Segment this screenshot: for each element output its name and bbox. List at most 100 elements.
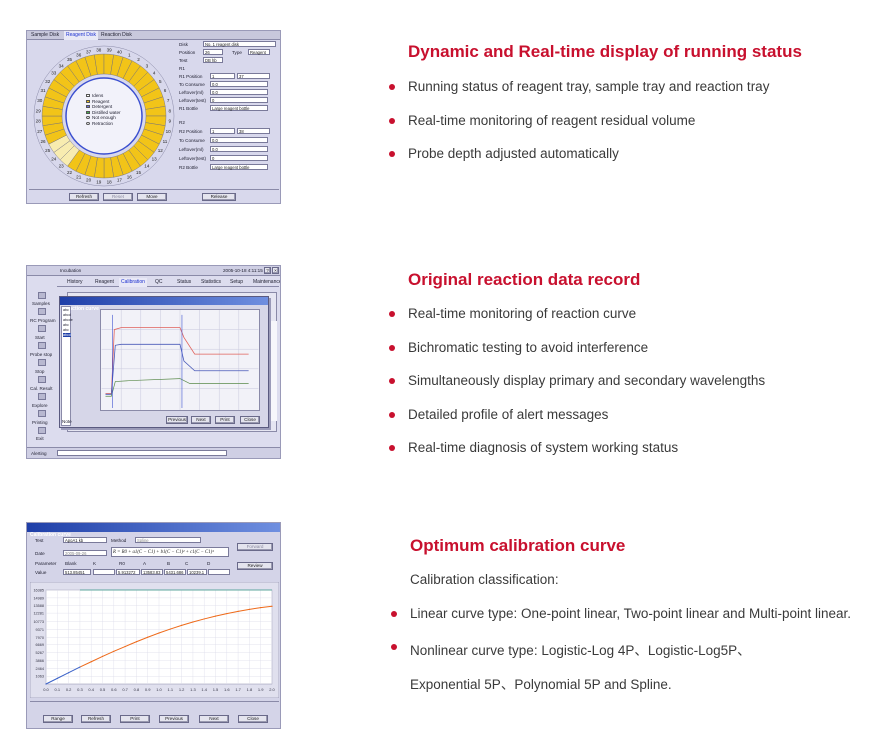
close-button[interactable]: Close: [240, 416, 260, 424]
reaction-curve-plot: [100, 309, 260, 411]
position-field[interactable]: 26: [203, 49, 223, 55]
disk-label: Disk: [179, 42, 188, 47]
r1-bottle-field[interactable]: Large reagent bottle: [210, 105, 268, 111]
help-icon[interactable]: ?: [264, 267, 271, 274]
bullet-text: Detailed profile of alert messages: [408, 406, 609, 422]
review-button[interactable]: Review: [237, 562, 273, 570]
curve-list-item[interactable]: abcde: [63, 318, 73, 322]
curve-list-item-selected[interactable]: abcd: [63, 333, 71, 337]
printing-icon[interactable]: [38, 410, 46, 417]
start-icon[interactable]: [38, 325, 46, 332]
samples-icon[interactable]: [38, 292, 46, 299]
r2-leftover-test-field[interactable]: 0: [210, 155, 268, 161]
datetime-display: 2005-10-18 4:11:15 PM: [223, 268, 271, 273]
forward-button[interactable]: Forward: [237, 543, 273, 551]
side-label-probe-stop: Probe stop: [30, 352, 53, 357]
r0-value: 5.913272: [116, 569, 140, 575]
calibration-point: [147, 636, 149, 638]
tab-qc[interactable]: QC: [155, 279, 163, 285]
exit-icon[interactable]: [38, 427, 46, 434]
previous-button[interactable]: Previous: [159, 715, 189, 723]
tab-statistics[interactable]: Statistics: [201, 279, 222, 285]
x-tick-label: 1.7: [235, 687, 241, 692]
r1-position-b-field[interactable]: 37: [237, 73, 270, 79]
bullet-text: Probe depth adjusted automatically: [408, 146, 619, 161]
tab-reaction-disk[interactable]: Reaction Disk: [101, 32, 132, 38]
y-tick-label: 3866: [36, 659, 44, 663]
close-icon[interactable]: ×: [272, 267, 279, 274]
legend-label: Reagent: [92, 98, 110, 104]
y-tick-label: 13588: [33, 604, 44, 608]
leftover-test-field[interactable]: 0: [210, 97, 268, 103]
next-button[interactable]: Next: [191, 416, 211, 424]
tab-maintenance[interactable]: Maintenance: [253, 279, 281, 285]
tray-number: 9: [169, 119, 172, 124]
calibration-point: [169, 628, 171, 630]
r2-to-consume-field[interactable]: 0.0: [210, 137, 268, 143]
calibration-point: [226, 612, 228, 615]
curve-list-item[interactable]: abc: [63, 308, 69, 312]
to-consume-field[interactable]: 0.0: [210, 81, 268, 87]
x-tick-labels: 0.0 0.1 0.2 0.3 0.4 0.5 0.6 0.7 0.8 0.9 1.0 1.1 1.2 1…: [43, 687, 275, 692]
r2-leftover-test-label: Leftover(test): [179, 156, 207, 161]
tab-reagent[interactable]: Reagent: [95, 279, 114, 285]
r2-leftover-ml-field[interactable]: 0.0: [210, 146, 268, 152]
test-field[interactable]: DB hb: [203, 57, 223, 63]
tab-status[interactable]: Status: [177, 279, 192, 285]
range-button[interactable]: Range: [43, 715, 73, 723]
tray-slot[interactable]: [75, 56, 92, 79]
date-field[interactable]: 2005-09-26: [63, 550, 107, 556]
test-select[interactable]: ApoA1 kb: [63, 537, 107, 543]
tray-number: 37: [86, 49, 92, 54]
release-button[interactable]: Release: [202, 193, 236, 201]
legend-item: Detergent: [86, 104, 132, 110]
tray-number: 5: [159, 79, 162, 84]
r2-position-label: R2 Position: [179, 129, 203, 134]
tray-number: 19: [96, 179, 102, 184]
disk-select[interactable]: No. 1 reagent disk: [203, 41, 276, 47]
r1-position-field[interactable]: 1: [210, 73, 235, 79]
tray-number: 40: [117, 49, 123, 54]
secondary-wavelength-curve: [105, 343, 249, 395]
refresh-button[interactable]: Refresh: [69, 193, 99, 201]
calibration-point: [181, 624, 183, 627]
cal-result-icon[interactable]: [38, 376, 46, 383]
leftover-ml-field[interactable]: 0.0: [210, 89, 268, 95]
tab-history[interactable]: History: [67, 279, 83, 285]
print-button[interactable]: Print: [120, 715, 150, 723]
print-button[interactable]: Print: [215, 416, 235, 424]
explore-icon[interactable]: [38, 393, 46, 400]
close-button[interactable]: Close: [238, 715, 268, 723]
r2-position-field[interactable]: 1: [210, 128, 235, 134]
nonlinear-continuation: Exponential 5P、Polynomial 5P and Spline.: [410, 677, 672, 692]
tab-calibration[interactable]: Calibration: [119, 278, 147, 287]
probe-stop-icon[interactable]: [38, 342, 46, 349]
method-label: Method: [111, 538, 127, 543]
r2-bottle-field[interactable]: Large reagent bottle: [210, 164, 268, 170]
tray-number: 27: [37, 129, 43, 134]
stop-icon[interactable]: [38, 359, 46, 366]
curve-list-item[interactable]: abcd: [63, 313, 71, 317]
bullet-dot: [389, 117, 395, 124]
tab-sample-disk[interactable]: Sample Disk: [31, 32, 60, 38]
type-field[interactable]: Reagent: [248, 49, 270, 55]
r2-position-b-field[interactable]: 38: [237, 128, 270, 134]
refresh-button[interactable]: Refresh: [81, 715, 111, 723]
legend-item: Reagent: [86, 99, 132, 105]
bullet-dot: [389, 344, 395, 351]
tab-setup[interactable]: Setup: [230, 279, 244, 285]
r2-to-consume-label: To Consume: [179, 138, 205, 143]
rc-program-icon[interactable]: [38, 308, 46, 315]
tray-legend: Idens Reagent Detergent Distilled water …: [86, 93, 132, 126]
position-label: Position: [179, 50, 196, 55]
tab-reagent-disk[interactable]: Reagent Disk: [64, 31, 99, 40]
reset-button[interactable]: Reset: [103, 193, 133, 201]
move-button[interactable]: Move: [137, 193, 167, 201]
curve-list-item[interactable]: abc: [63, 323, 69, 327]
tray-number: 29: [36, 108, 42, 113]
curve-list-item[interactable]: abc: [63, 328, 69, 332]
method-select[interactable]: Spline: [135, 537, 201, 543]
y-tick-label: 6669: [36, 643, 44, 647]
previous-button[interactable]: Previous: [166, 416, 188, 424]
next-button[interactable]: Next: [199, 715, 229, 723]
